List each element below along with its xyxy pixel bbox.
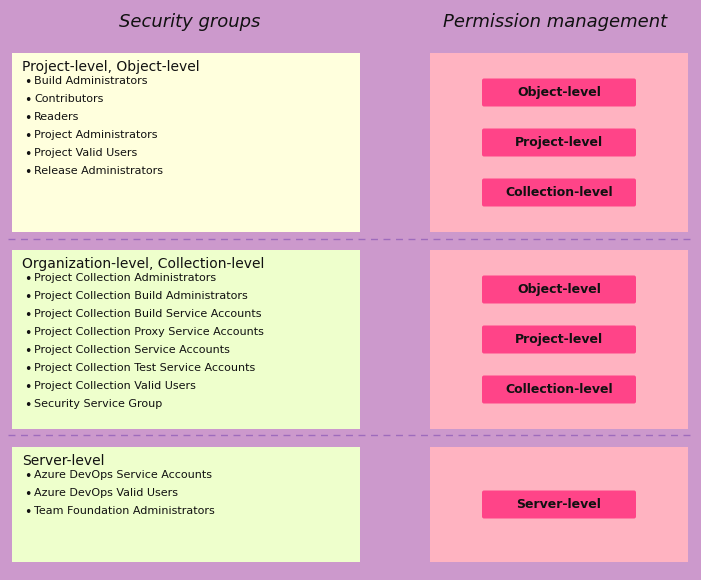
Text: •: • (24, 291, 32, 304)
FancyBboxPatch shape (12, 250, 360, 429)
Text: •: • (24, 76, 32, 89)
Text: Contributors: Contributors (34, 94, 103, 104)
Text: •: • (24, 309, 32, 322)
Text: Azure DevOps Valid Users: Azure DevOps Valid Users (34, 488, 178, 498)
Text: •: • (24, 327, 32, 340)
FancyBboxPatch shape (482, 325, 636, 353)
Text: Project Collection Build Service Accounts: Project Collection Build Service Account… (34, 309, 261, 319)
Text: Server-level: Server-level (22, 454, 104, 468)
Text: •: • (24, 381, 32, 394)
Text: Project-level, Object-level: Project-level, Object-level (22, 60, 200, 74)
Text: Organization-level, Collection-level: Organization-level, Collection-level (22, 257, 264, 271)
FancyBboxPatch shape (482, 78, 636, 107)
Text: Project Collection Valid Users: Project Collection Valid Users (34, 381, 196, 391)
Text: •: • (24, 112, 32, 125)
Text: Server-level: Server-level (517, 498, 601, 511)
Text: Release Administrators: Release Administrators (34, 166, 163, 176)
Text: •: • (24, 506, 32, 519)
Text: Azure DevOps Service Accounts: Azure DevOps Service Accounts (34, 470, 212, 480)
Text: Project-level: Project-level (515, 333, 603, 346)
Text: •: • (24, 345, 32, 358)
Text: Object-level: Object-level (517, 283, 601, 296)
FancyBboxPatch shape (482, 491, 636, 519)
Text: Project Collection Service Accounts: Project Collection Service Accounts (34, 345, 230, 355)
Text: •: • (24, 488, 32, 501)
FancyBboxPatch shape (482, 129, 636, 157)
Text: Readers: Readers (34, 112, 79, 122)
Text: •: • (24, 363, 32, 376)
FancyBboxPatch shape (12, 447, 360, 562)
Text: Object-level: Object-level (517, 86, 601, 99)
FancyBboxPatch shape (482, 179, 636, 206)
Text: Project-level: Project-level (515, 136, 603, 149)
Text: Collection-level: Collection-level (505, 383, 613, 396)
Text: •: • (24, 148, 32, 161)
Text: Project Valid Users: Project Valid Users (34, 148, 137, 158)
Text: •: • (24, 273, 32, 286)
Text: Team Foundation Administrators: Team Foundation Administrators (34, 506, 215, 516)
FancyBboxPatch shape (430, 53, 688, 232)
Text: Security Service Group: Security Service Group (34, 399, 162, 409)
FancyBboxPatch shape (430, 250, 688, 429)
Text: •: • (24, 470, 32, 483)
Text: Project Collection Proxy Service Accounts: Project Collection Proxy Service Account… (34, 327, 264, 337)
Text: Project Collection Build Administrators: Project Collection Build Administrators (34, 291, 247, 301)
FancyBboxPatch shape (482, 276, 636, 303)
Text: Security groups: Security groups (119, 13, 261, 31)
Text: Build Administrators: Build Administrators (34, 76, 147, 86)
Text: •: • (24, 399, 32, 412)
Text: •: • (24, 166, 32, 179)
Text: Project Collection Administrators: Project Collection Administrators (34, 273, 216, 283)
Text: Permission management: Permission management (443, 13, 667, 31)
Text: •: • (24, 94, 32, 107)
Text: Collection-level: Collection-level (505, 186, 613, 199)
Text: Project Administrators: Project Administrators (34, 130, 158, 140)
Text: •: • (24, 130, 32, 143)
FancyBboxPatch shape (430, 447, 688, 562)
FancyBboxPatch shape (482, 375, 636, 404)
FancyBboxPatch shape (12, 53, 360, 232)
Text: Project Collection Test Service Accounts: Project Collection Test Service Accounts (34, 363, 255, 373)
